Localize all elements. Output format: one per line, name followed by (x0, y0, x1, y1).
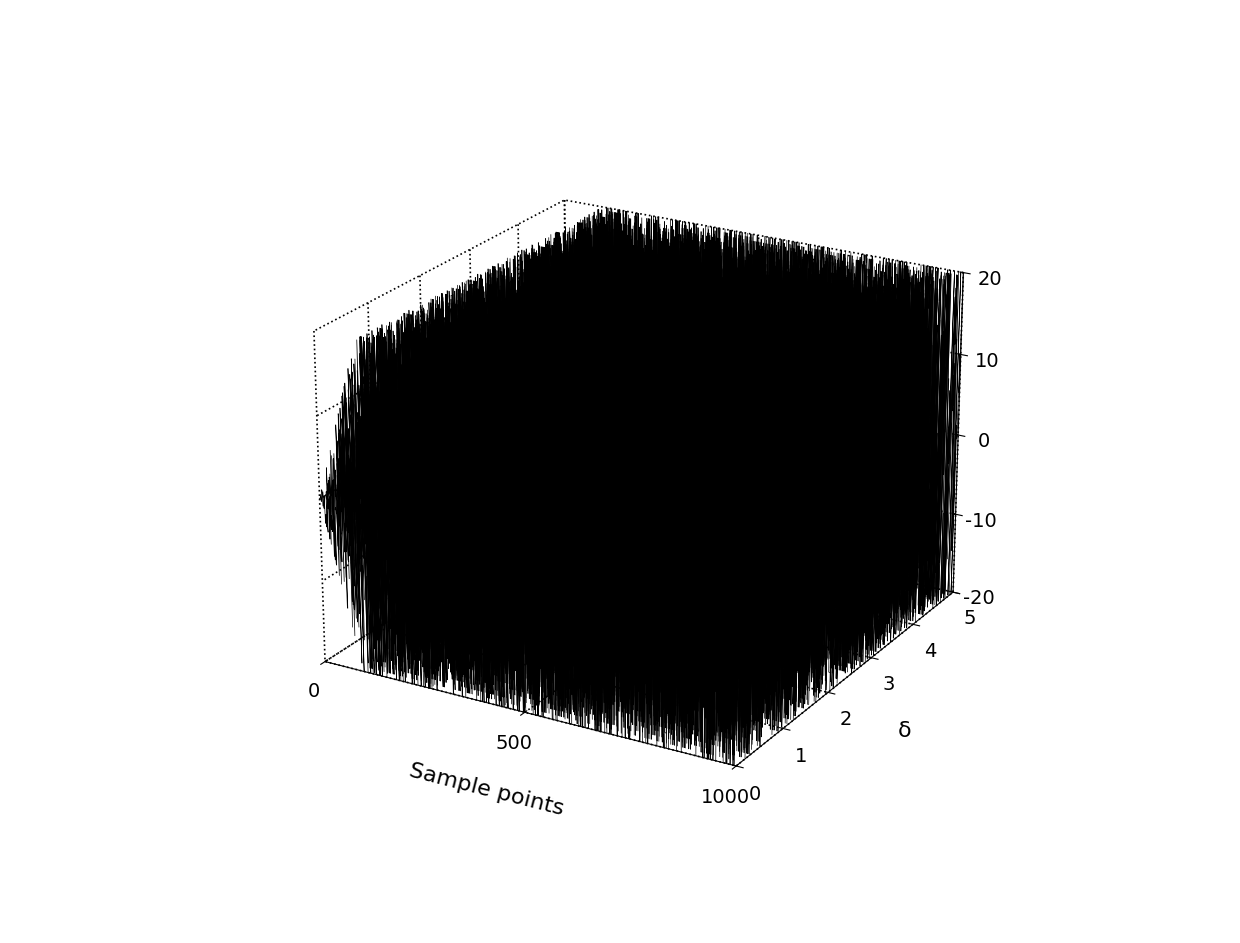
Y-axis label: δ: δ (898, 720, 911, 741)
X-axis label: Sample points: Sample points (408, 760, 567, 819)
